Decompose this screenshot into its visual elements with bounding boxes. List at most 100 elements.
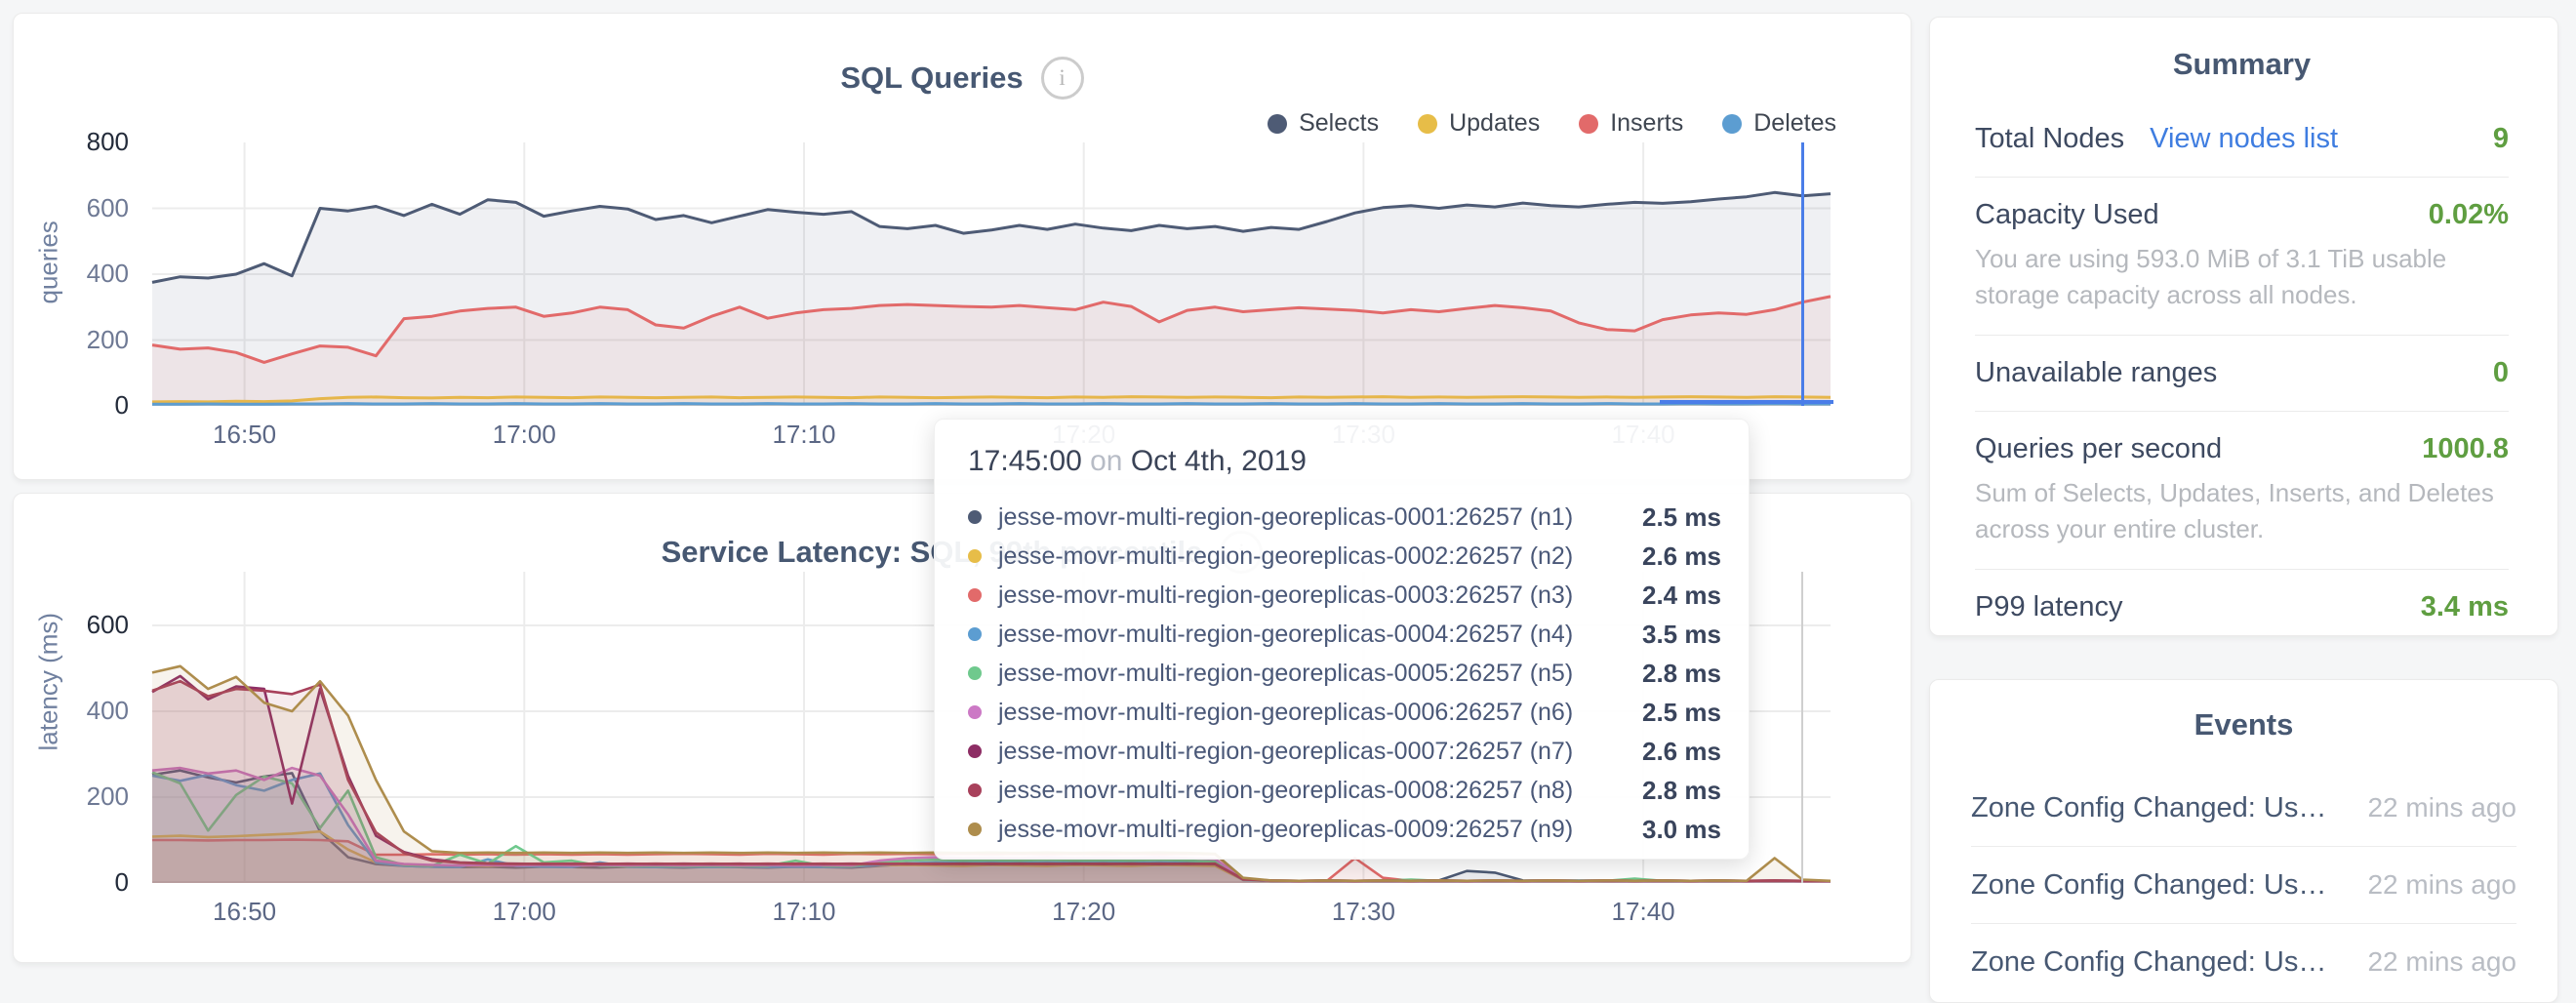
node-name: jesse-movr-multi-region-georeplicas-0009… bbox=[998, 815, 1574, 843]
capacity-used-value: 0.02% bbox=[2428, 199, 2509, 230]
node-latency-value: 2.8 ms bbox=[1642, 658, 1721, 688]
node-latency-value: 2.5 ms bbox=[1642, 502, 1721, 532]
tooltip-node-row: jesse-movr-multi-region-georeplicas-0007… bbox=[968, 732, 1721, 771]
event-time: 22 mins ago bbox=[2367, 869, 2516, 900]
event-time: 22 mins ago bbox=[2367, 946, 2516, 977]
tooltip-on: on bbox=[1090, 445, 1123, 477]
divider bbox=[1975, 411, 2509, 412]
sql-queries-chart[interactable] bbox=[151, 142, 1831, 406]
summary-panel: Summary Total Nodes View nodes list 9 Ca… bbox=[1929, 17, 2558, 636]
node-name: jesse-movr-multi-region-georeplicas-0007… bbox=[998, 737, 1574, 765]
node-series-dot-icon bbox=[968, 627, 982, 641]
divider bbox=[1975, 335, 2509, 336]
legend-label: Deletes bbox=[1753, 109, 1836, 137]
y-tick-label: 200 bbox=[86, 324, 129, 354]
capacity-used-description: You are using 593.0 MiB of 3.1 TiB usabl… bbox=[1975, 244, 2447, 309]
unavailable-ranges-label: Unavailable ranges bbox=[1975, 357, 2218, 388]
legend-label: Updates bbox=[1449, 109, 1541, 137]
tooltip-node-row: jesse-movr-multi-region-georeplicas-0003… bbox=[968, 576, 1721, 615]
node-series-dot-icon bbox=[968, 588, 982, 602]
tooltip-header: 17:45:00 on Oct 4th, 2019 bbox=[968, 445, 1721, 478]
queries-per-second-description: Sum of Selects, Updates, Inserts, and De… bbox=[1975, 478, 2494, 543]
y-tick-label: 0 bbox=[114, 390, 129, 420]
node-name: jesse-movr-multi-region-georeplicas-0001… bbox=[998, 502, 1574, 531]
node-latency-value: 2.5 ms bbox=[1642, 697, 1721, 727]
summary-title: Summary bbox=[2172, 47, 2312, 81]
sql-queries-card: SQL Queries i Selects Updates Inserts De… bbox=[13, 13, 1912, 480]
event-title: Zone Config Changed: User… bbox=[1971, 791, 2342, 823]
node-series-dot-icon bbox=[968, 549, 982, 563]
event-time: 22 mins ago bbox=[2367, 792, 2516, 822]
service-latency-chart[interactable] bbox=[151, 572, 1831, 883]
node-series-dot-icon bbox=[968, 666, 982, 680]
node-series-dot-icon bbox=[968, 510, 982, 524]
legend-item-deletes[interactable]: Deletes bbox=[1722, 109, 1836, 138]
node-series-dot-icon bbox=[968, 822, 982, 836]
legend-item-updates[interactable]: Updates bbox=[1418, 109, 1540, 138]
sql-y-axis-label: queries bbox=[33, 221, 63, 304]
unavailable-ranges-value: 0 bbox=[2492, 357, 2509, 388]
event-row[interactable]: Zone Config Changed: User… 22 mins ago bbox=[1971, 923, 2516, 1000]
event-row[interactable]: Zone Config Changed: User… 22 mins ago bbox=[1971, 770, 2516, 846]
tooltip-node-row: jesse-movr-multi-region-georeplicas-0005… bbox=[968, 654, 1721, 693]
events-title: Events bbox=[2194, 707, 2294, 742]
x-tick-label: 16:50 bbox=[213, 897, 277, 926]
unavailable-ranges-row: Unavailable ranges 0 bbox=[1975, 357, 2509, 389]
tooltip-time: 17:45:00 bbox=[968, 445, 1082, 477]
updates-dot-icon bbox=[1418, 113, 1438, 134]
deletes-dot-icon bbox=[1722, 113, 1743, 134]
hover-highlight-line bbox=[1660, 400, 1833, 404]
x-tick-label: 17:30 bbox=[1331, 897, 1395, 926]
node-latency-value: 2.8 ms bbox=[1642, 775, 1721, 805]
total-nodes-label: Total Nodes bbox=[1975, 123, 2125, 154]
legend-label: Selects bbox=[1299, 109, 1380, 137]
p99-latency-label: P99 latency bbox=[1975, 591, 2123, 622]
tooltip-node-row: jesse-movr-multi-region-georeplicas-0008… bbox=[968, 771, 1721, 810]
legend-item-inserts[interactable]: Inserts bbox=[1579, 109, 1683, 138]
node-name: jesse-movr-multi-region-georeplicas-0003… bbox=[998, 581, 1574, 609]
total-nodes-row: Total Nodes View nodes list 9 bbox=[1975, 123, 2509, 155]
x-tick-label: 16:50 bbox=[213, 420, 277, 449]
selects-dot-icon bbox=[1268, 113, 1288, 134]
divider bbox=[1975, 569, 2509, 570]
tooltip-node-row: jesse-movr-multi-region-georeplicas-0004… bbox=[968, 615, 1721, 654]
p99-latency-value: 3.4 ms bbox=[2420, 591, 2509, 622]
node-name: jesse-movr-multi-region-georeplicas-0002… bbox=[998, 542, 1574, 570]
capacity-used-row: Capacity Used 0.02% bbox=[1975, 199, 2509, 231]
sql-queries-title-row: SQL Queries i bbox=[14, 57, 1911, 100]
x-tick-label: 17:20 bbox=[1052, 897, 1116, 926]
capacity-used-label: Capacity Used bbox=[1975, 199, 2159, 230]
latency-y-axis-label: latency (ms) bbox=[33, 612, 63, 751]
chart-hover-tooltip: 17:45:00 on Oct 4th, 2019 jesse-movr-mul… bbox=[934, 419, 1750, 860]
node-series-dot-icon bbox=[968, 783, 982, 797]
sql-queries-title: SQL Queries bbox=[840, 60, 1024, 95]
x-tick-label: 17:10 bbox=[772, 897, 836, 926]
total-nodes-value: 9 bbox=[2492, 123, 2509, 154]
x-tick-label: 17:40 bbox=[1611, 897, 1675, 926]
node-series-dot-icon bbox=[968, 744, 982, 758]
node-latency-value: 2.6 ms bbox=[1642, 736, 1721, 766]
queries-per-second-label: Queries per second bbox=[1975, 433, 2223, 464]
tooltip-node-row: jesse-movr-multi-region-georeplicas-0006… bbox=[968, 693, 1721, 732]
legend-label: Inserts bbox=[1610, 109, 1684, 137]
tooltip-node-row: jesse-movr-multi-region-georeplicas-0002… bbox=[968, 537, 1721, 576]
crosshair-line bbox=[1801, 572, 1803, 883]
x-tick-label: 17:00 bbox=[492, 897, 556, 926]
sql-queries-legend: Selects Updates Inserts Deletes bbox=[1268, 109, 1836, 138]
view-nodes-list-link[interactable]: View nodes list bbox=[2150, 123, 2339, 154]
tooltip-date: Oct 4th, 2019 bbox=[1130, 445, 1307, 477]
legend-item-selects[interactable]: Selects bbox=[1268, 109, 1379, 138]
event-row[interactable]: Zone Config Changed: User… 22 mins ago bbox=[1971, 846, 2516, 923]
node-latency-value: 3.5 ms bbox=[1642, 619, 1721, 649]
queries-per-second-value: 1000.8 bbox=[2422, 433, 2509, 464]
node-name: jesse-movr-multi-region-georeplicas-0008… bbox=[998, 776, 1574, 804]
y-tick-label: 600 bbox=[86, 192, 129, 222]
info-icon[interactable]: i bbox=[1040, 57, 1084, 100]
queries-per-second-row: Queries per second 1000.8 bbox=[1975, 433, 2509, 465]
event-title: Zone Config Changed: User… bbox=[1971, 868, 2342, 901]
inserts-dot-icon bbox=[1579, 113, 1599, 134]
x-tick-label: 17:10 bbox=[772, 420, 836, 449]
y-tick-label: 0 bbox=[114, 867, 129, 897]
y-tick-label: 200 bbox=[86, 782, 129, 811]
divider bbox=[1975, 177, 2509, 178]
